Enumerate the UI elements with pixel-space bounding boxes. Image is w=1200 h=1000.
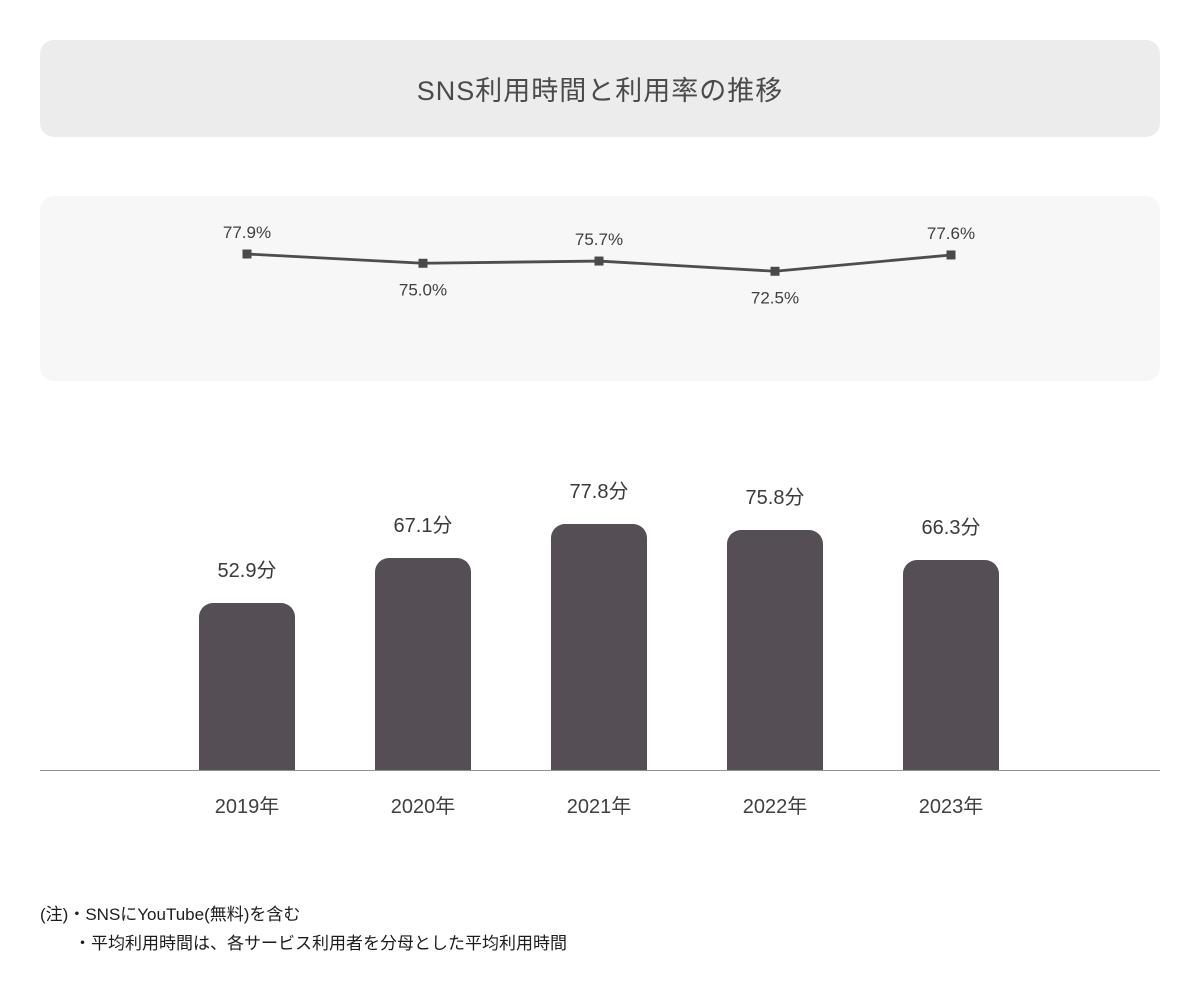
bar-2021年 [551, 524, 647, 770]
note-text-1: ・SNSにYouTube(無料)を含む [68, 905, 301, 924]
bar-2019年 [199, 603, 295, 770]
usage-time-bar-chart: 52.9分 67.1分 77.8分 75.8分 66.3分 [0, 400, 1200, 770]
bar-value-label: 75.8分 [745, 487, 805, 509]
bar-value-label: 52.9分 [217, 560, 277, 582]
x-axis-label-2022年: 2022年 [742, 796, 808, 818]
x-axis-label-2020年: 2020年 [390, 796, 456, 818]
bar-value-label: 67.1分 [393, 515, 453, 537]
rate-value-label: 72.5% [751, 288, 799, 307]
bar-value-label: 77.8分 [569, 481, 629, 503]
data-point-marker [770, 266, 780, 276]
bar-value-label: 66.3分 [921, 517, 981, 539]
rate-value-label: 75.7% [575, 230, 623, 249]
note-line-2: ・平均利用時間は、各サービス利用者を分母とした平均利用時間 [74, 933, 567, 953]
note-prefix: (注) [40, 905, 69, 924]
x-axis-label-2021年: 2021年 [566, 796, 632, 818]
data-point-marker [594, 256, 604, 266]
usage-rate-line-chart: 77.9% 75.0% 75.7% 72.5% 77.6% [223, 223, 975, 307]
x-axis-label-2023年: 2023年 [918, 796, 984, 818]
usage-rate-panel: 77.9% 75.0% 75.7% 72.5% 77.6% [40, 196, 1160, 381]
data-point-marker [946, 250, 956, 260]
bar-2020年 [375, 558, 471, 770]
chart-title: SNS利用時間と利用率の推移 [416, 76, 784, 106]
chart-title-banner: SNS利用時間と利用率の推移 [40, 40, 1160, 137]
note-line-1: (注)・SNSにYouTube(無料)を含む [40, 901, 567, 930]
chart-notes: (注)・SNSにYouTube(無料)を含む ・平均利用時間は、各サービス利用者… [40, 901, 567, 959]
rate-value-label: 77.6% [927, 224, 975, 243]
bar-2022年 [727, 530, 823, 770]
rate-value-label: 75.0% [399, 280, 447, 299]
data-point-marker [242, 249, 252, 259]
x-axis-label-2019年: 2019年 [214, 796, 280, 818]
bar-2023年 [903, 560, 999, 770]
rate-value-label: 77.9% [223, 223, 271, 242]
x-axis-line [40, 770, 1160, 771]
data-point-marker [418, 258, 428, 268]
